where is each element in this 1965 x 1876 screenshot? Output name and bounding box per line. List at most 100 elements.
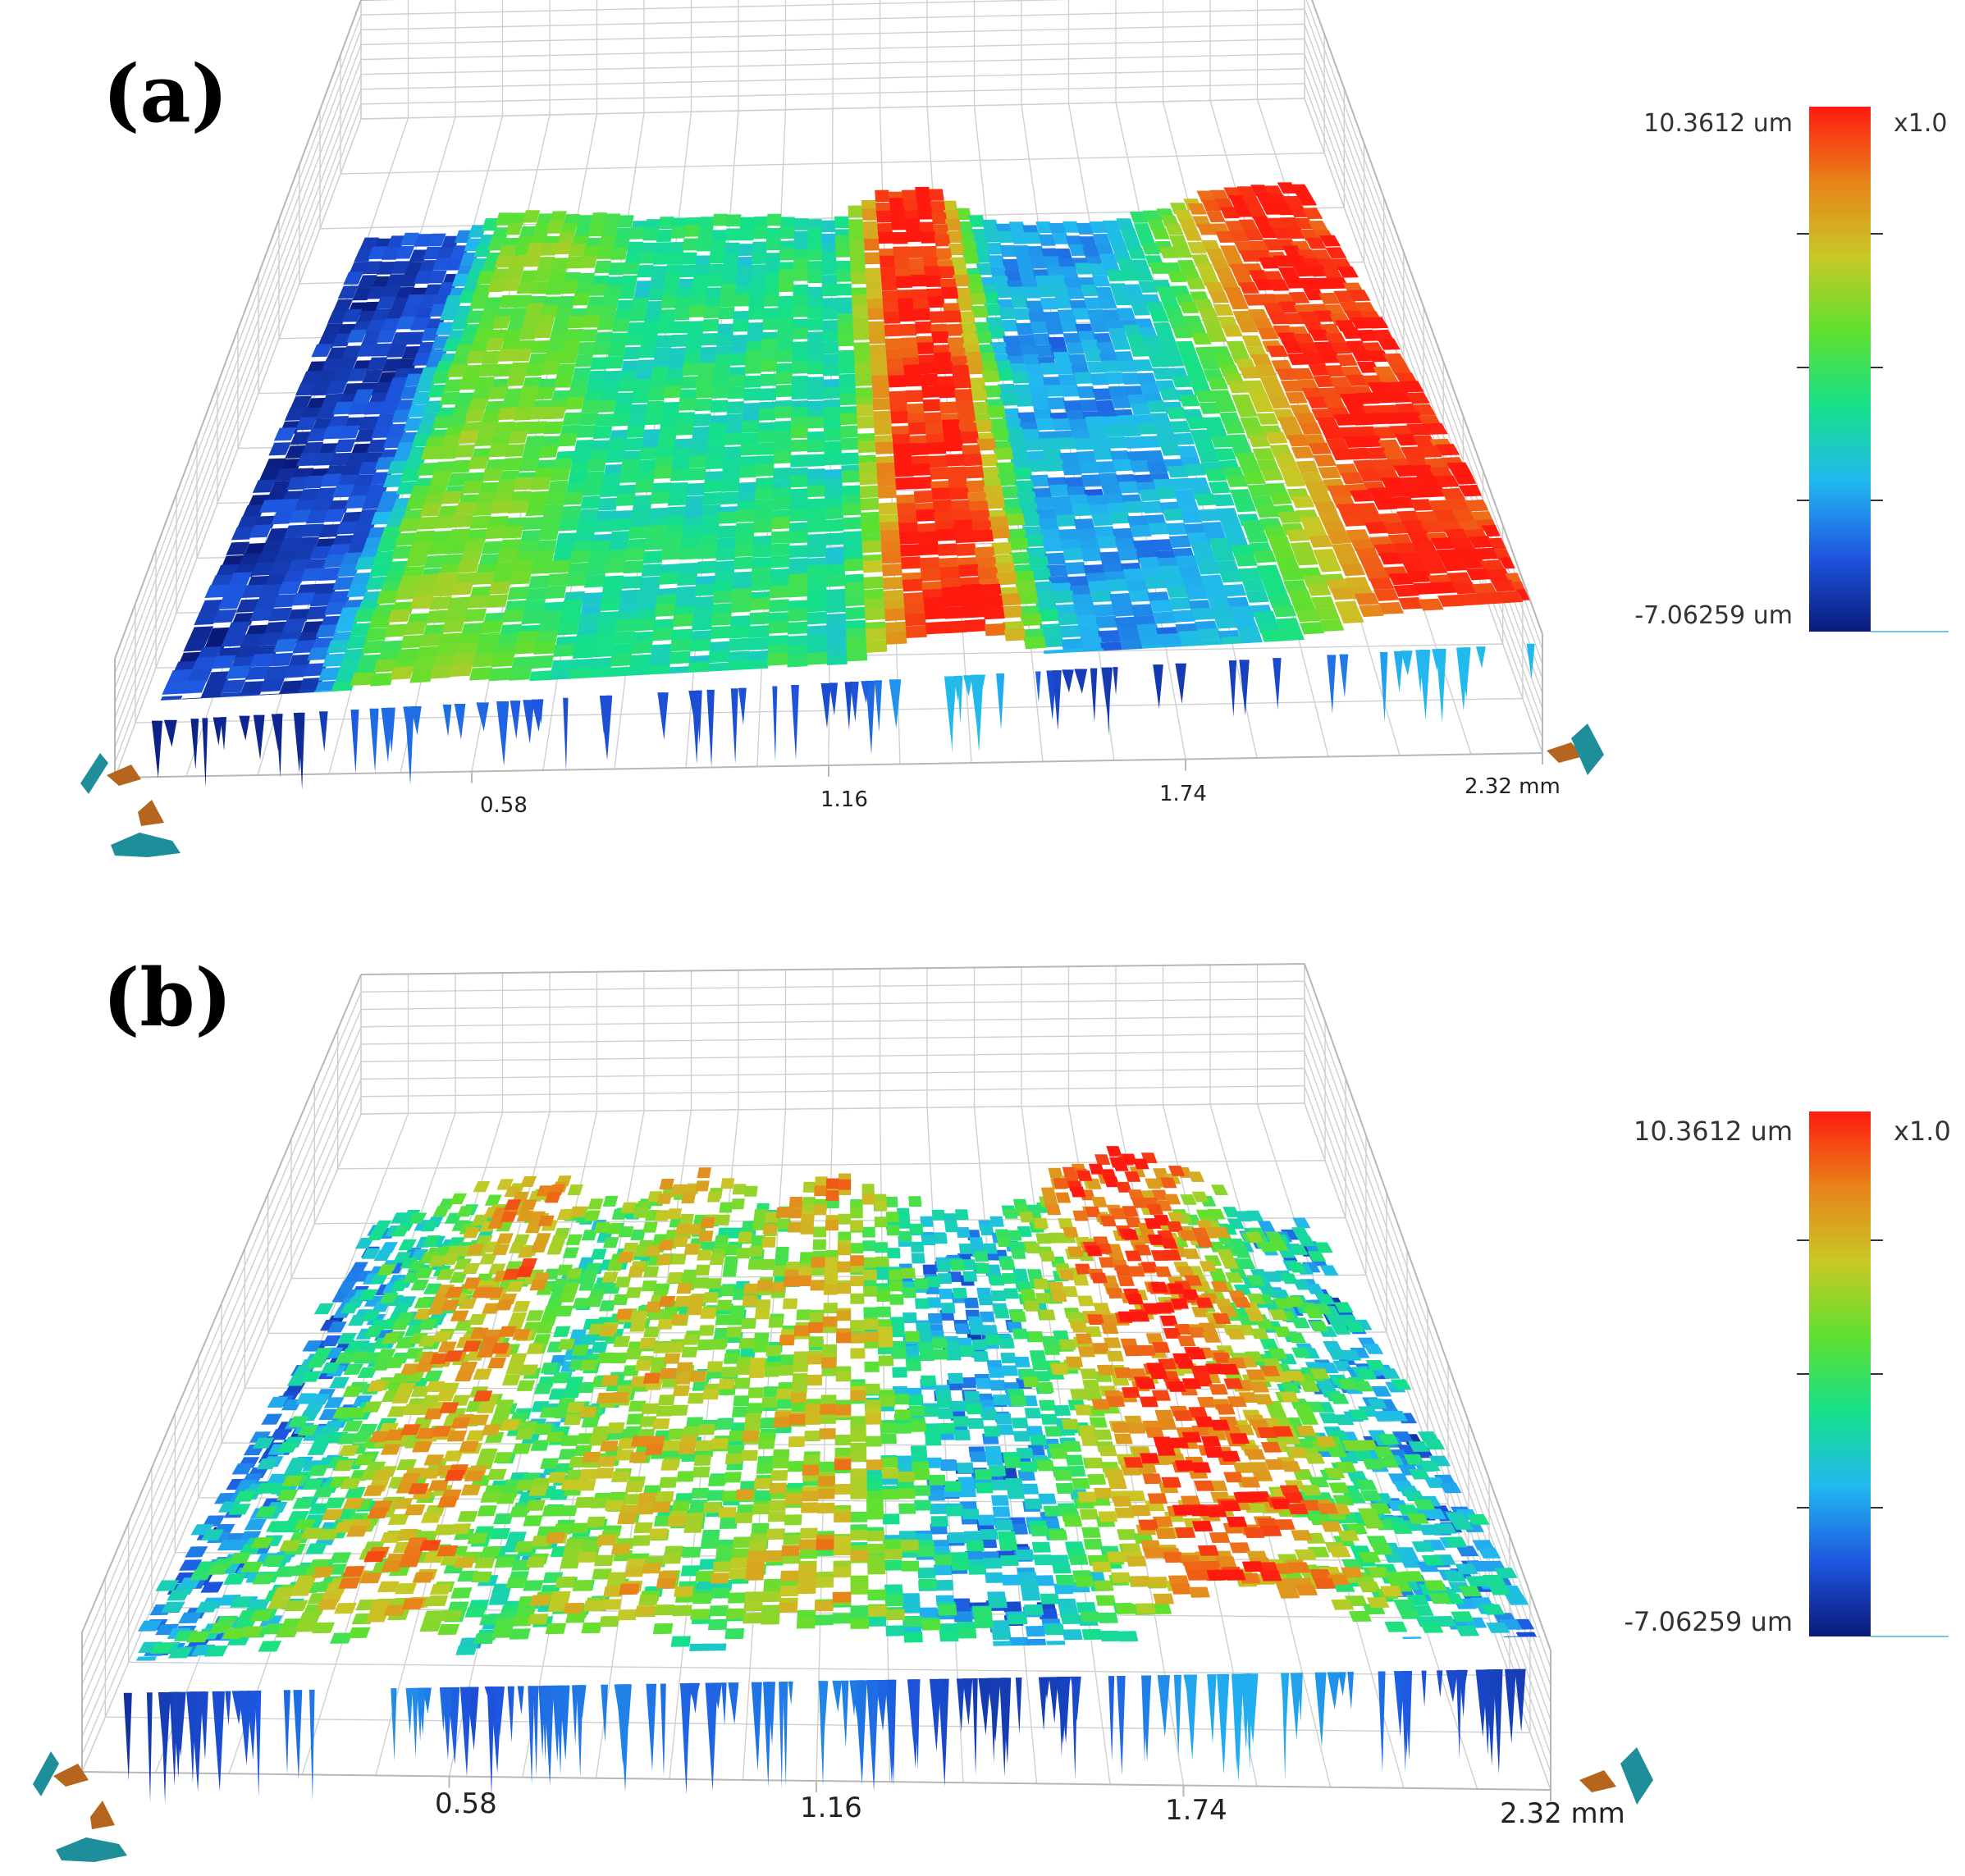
surface-cell bbox=[928, 189, 944, 201]
surface-cell bbox=[680, 376, 699, 389]
surface-cell bbox=[212, 609, 238, 623]
surface-cell bbox=[1156, 486, 1178, 500]
surface-cell bbox=[409, 669, 434, 683]
surface-cell bbox=[937, 1273, 953, 1285]
surface-cell bbox=[646, 400, 665, 414]
surface-cell bbox=[790, 1392, 807, 1404]
surface-cell bbox=[509, 212, 527, 226]
surface-cell bbox=[667, 492, 688, 506]
surface-cell bbox=[853, 342, 871, 355]
surface-cell bbox=[501, 1374, 521, 1386]
surface-cell bbox=[982, 1325, 998, 1336]
surface-cell bbox=[807, 387, 825, 400]
surface-cell bbox=[939, 1288, 953, 1299]
surface-cell bbox=[1197, 628, 1222, 641]
surface-cell bbox=[1355, 548, 1380, 561]
surface-cell bbox=[376, 329, 397, 343]
surface-cell bbox=[837, 323, 854, 336]
panel-a-surface bbox=[156, 182, 1542, 701]
surface-cell bbox=[481, 1424, 501, 1436]
surface-cell bbox=[910, 274, 928, 287]
surface-cell bbox=[1106, 1396, 1126, 1408]
surface-spike bbox=[866, 680, 875, 755]
surface-cell bbox=[912, 476, 933, 490]
panel-a-axis-cursor-right[interactable] bbox=[1547, 723, 1604, 775]
surface-cell bbox=[390, 261, 410, 274]
surface-cell bbox=[1163, 1249, 1182, 1261]
surface-cell bbox=[1235, 452, 1258, 465]
surface-cell bbox=[826, 655, 848, 669]
surface-cell bbox=[898, 298, 915, 311]
panel-a-axis-cursor-left[interactable] bbox=[80, 753, 181, 857]
surface-cell bbox=[892, 1367, 907, 1378]
surface-cell bbox=[542, 504, 564, 518]
surface-cell bbox=[688, 455, 707, 468]
surface-cell bbox=[1327, 532, 1352, 545]
surface-cell bbox=[896, 1207, 910, 1219]
surface-cell bbox=[719, 1202, 733, 1213]
surface-cell bbox=[1089, 372, 1109, 386]
surface-cell bbox=[436, 1390, 456, 1402]
surface-cell bbox=[1183, 362, 1204, 375]
surface-cell bbox=[807, 331, 824, 345]
surface-spike bbox=[1475, 646, 1486, 669]
surface-cell bbox=[892, 231, 908, 244]
surface-cell bbox=[531, 655, 554, 669]
surface-cell bbox=[969, 1324, 985, 1335]
surface-cell bbox=[582, 315, 601, 328]
surface-cell bbox=[865, 1413, 882, 1425]
surface-cell bbox=[1168, 1165, 1186, 1176]
surface-cell bbox=[526, 1343, 545, 1354]
surface-cell bbox=[811, 1257, 825, 1268]
surface-cell bbox=[1294, 413, 1318, 426]
surface-cell bbox=[451, 514, 474, 528]
surface-cell bbox=[922, 399, 942, 412]
surface-cell bbox=[1211, 390, 1233, 402]
surface-cell bbox=[880, 1395, 896, 1407]
surface-cell bbox=[1266, 345, 1289, 358]
surface-cell bbox=[533, 325, 553, 339]
surface-cell bbox=[998, 1337, 1015, 1349]
surface-cell bbox=[522, 210, 541, 223]
surface-cell bbox=[1120, 424, 1141, 437]
surface-cell bbox=[543, 421, 564, 435]
surface-cell bbox=[883, 311, 901, 324]
surface-cell bbox=[932, 1338, 948, 1349]
surface-cell bbox=[1423, 422, 1448, 435]
surface-cell bbox=[1027, 1269, 1043, 1280]
surface-cell bbox=[1059, 1339, 1076, 1350]
surface-cell bbox=[1117, 627, 1140, 640]
surface-cell bbox=[1039, 1399, 1057, 1411]
surface-cell bbox=[558, 518, 579, 532]
surface-cell bbox=[960, 431, 980, 444]
surface-cell bbox=[531, 281, 550, 294]
surface-cell bbox=[801, 1213, 815, 1225]
surface-cell bbox=[601, 1271, 619, 1283]
surface-cell bbox=[462, 1227, 481, 1239]
surface-cell bbox=[611, 518, 633, 532]
surface-cell bbox=[1153, 422, 1175, 436]
surface-cell bbox=[707, 433, 726, 447]
surface-cell bbox=[1078, 1425, 1098, 1436]
surface-cell bbox=[595, 413, 615, 427]
surface-cell bbox=[836, 297, 852, 310]
surface-cell bbox=[584, 1210, 601, 1221]
surface-cell bbox=[501, 457, 523, 471]
surface-cell bbox=[769, 599, 789, 613]
surface-cell bbox=[591, 1341, 609, 1353]
surface-cell bbox=[1040, 1413, 1058, 1425]
surface-cell bbox=[885, 632, 907, 645]
surface-cell bbox=[1273, 454, 1297, 466]
surface-cell bbox=[1310, 596, 1336, 609]
surface-cell bbox=[1119, 637, 1143, 650]
surface-cell bbox=[1180, 510, 1203, 523]
surface-cell bbox=[634, 1359, 652, 1372]
surface-cell bbox=[914, 1278, 929, 1289]
surface-cell bbox=[938, 266, 956, 279]
surface-cell bbox=[647, 388, 666, 401]
surface-cell bbox=[703, 479, 723, 493]
surface-cell bbox=[1246, 1275, 1265, 1286]
surface-cell bbox=[367, 357, 388, 371]
surface-cell bbox=[607, 343, 626, 357]
surface-cell bbox=[717, 525, 738, 539]
